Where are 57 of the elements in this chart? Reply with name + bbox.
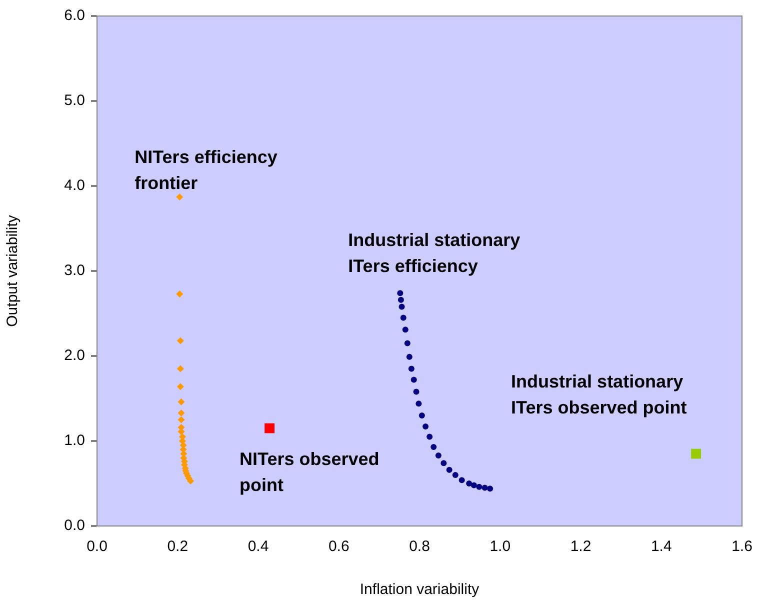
x-axis-title: Inflation variability — [360, 581, 480, 598]
point — [404, 340, 410, 346]
point — [398, 304, 405, 310]
point — [176, 365, 184, 372]
point — [422, 424, 429, 430]
point — [487, 486, 494, 492]
point — [413, 388, 420, 395]
y-tick-label: 1.0 — [64, 432, 85, 450]
point — [418, 412, 425, 418]
y-tick-label: 6.0 — [64, 7, 85, 24]
point — [430, 444, 437, 450]
x-tick-label: 1.0 — [490, 538, 511, 556]
point — [435, 452, 442, 458]
point — [458, 477, 465, 484]
point — [691, 448, 701, 459]
x-tick-label: 1.4 — [650, 538, 672, 556]
point — [408, 366, 414, 372]
y-tick-label: 5.0 — [64, 92, 85, 110]
y-tick-label: 4.0 — [64, 177, 85, 194]
x-tick-label: 0.4 — [248, 538, 269, 556]
series-label: NITers observed point — [240, 449, 380, 496]
y-axis-title: Output variability — [4, 214, 22, 327]
point — [446, 466, 452, 473]
y-tick-label: 2.0 — [64, 347, 85, 364]
point — [416, 400, 422, 407]
point — [410, 376, 417, 383]
x-tick-label: 1.2 — [570, 538, 592, 556]
x-tick-label: 0.2 — [167, 538, 188, 556]
point — [176, 337, 184, 344]
point — [452, 472, 458, 478]
point — [440, 460, 447, 466]
point — [176, 290, 184, 298]
text: Industrial stationary ITers efficiency — [348, 230, 520, 276]
x-tick-label: 0.6 — [328, 538, 350, 556]
point — [176, 383, 184, 390]
point — [402, 326, 408, 333]
point — [426, 434, 433, 440]
point — [178, 416, 185, 424]
point — [400, 314, 406, 321]
point — [406, 354, 412, 360]
point — [176, 194, 184, 201]
point — [178, 409, 185, 416]
point — [466, 480, 472, 486]
point — [476, 484, 482, 490]
point — [264, 423, 274, 434]
point — [482, 484, 488, 491]
series-label: NITers efficiency frontier — [134, 147, 278, 194]
point — [470, 482, 477, 488]
x-tick-label: 0.0 — [86, 538, 108, 556]
point — [178, 398, 185, 406]
x-tick-label: 0.8 — [409, 538, 430, 556]
y-tick-label: 0.0 — [64, 517, 85, 534]
y-tick-label: 3.0 — [64, 262, 85, 280]
point — [397, 290, 404, 296]
x-tick-label: 1.6 — [732, 538, 752, 556]
series-label: Industrial stationary ITers observed point — [511, 372, 687, 418]
point — [398, 296, 404, 303]
